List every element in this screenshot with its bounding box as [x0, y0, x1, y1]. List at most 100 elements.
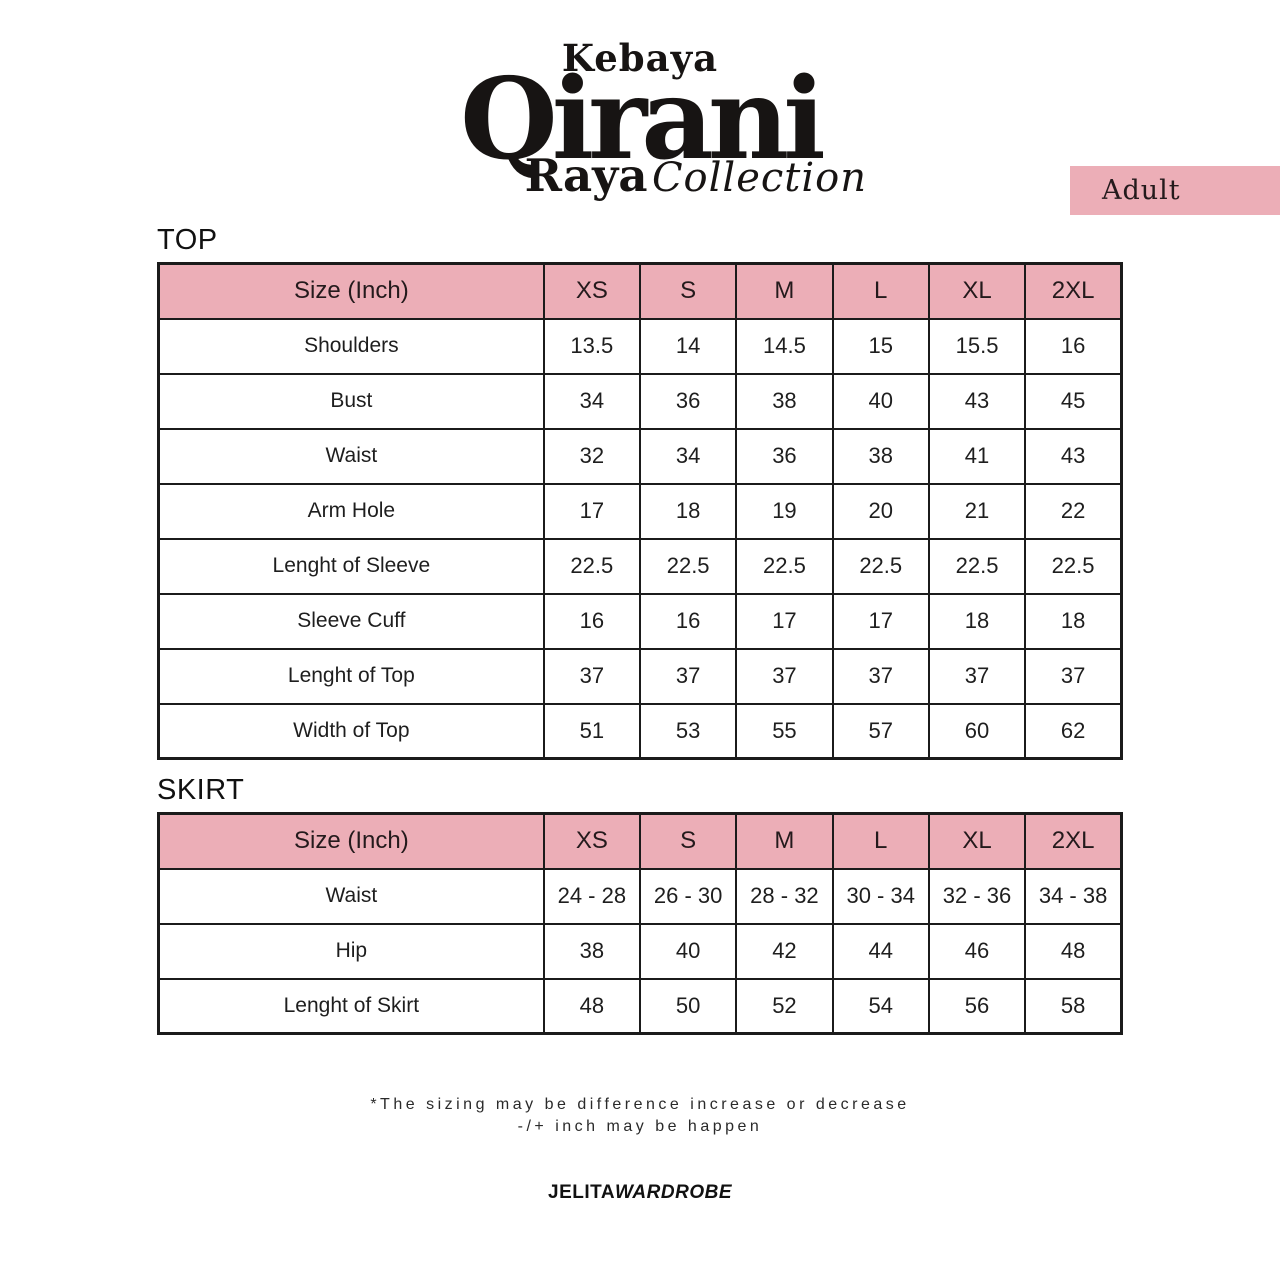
table-row: Shoulders 13.5 14 14.5 15 15.5 16 — [157, 317, 1123, 375]
brand-logo-raya: Raya — [524, 149, 648, 203]
measurement-value-cell: 37 — [927, 647, 1027, 705]
measurement-value-cell: 37 — [542, 647, 641, 705]
measurement-value-cell: 22.5 — [735, 537, 834, 595]
measurement-value-cell: 17 — [542, 482, 641, 540]
measurement-value-cell: 36 — [638, 372, 738, 430]
size-column-header-2xl: 2XL — [1024, 812, 1123, 870]
table-row: Bust 34 36 38 40 43 45 — [157, 372, 1123, 430]
measurement-label-cell: Width of Top — [157, 702, 545, 760]
measurement-value-cell: 51 — [542, 702, 641, 760]
measurement-value-cell: 14 — [638, 317, 738, 375]
sizing-footnote: *The sizing may be difference increase o… — [0, 1094, 1280, 1138]
measurement-label-cell: Lenght of Sleeve — [157, 537, 545, 595]
brand-logo: Kebaya Qirani Raya Collection — [0, 36, 1280, 199]
measurement-label-cell: Lenght of Top — [157, 647, 545, 705]
measurement-label-cell: Waist — [157, 867, 545, 925]
measurement-value-cell: 16 — [1024, 317, 1123, 375]
measurement-value-cell: 14.5 — [735, 317, 834, 375]
table-row: Width of Top 51 53 55 57 60 62 — [157, 702, 1123, 760]
measurement-value-cell: 60 — [927, 702, 1027, 760]
top-size-table: Size (Inch) XS S M L XL 2XL Shoulders 13.5 14 14.5… — [157, 262, 1123, 760]
measurement-value-cell: 22.5 — [1024, 537, 1123, 595]
footer-brand-jelita: JELITA — [548, 1182, 616, 1203]
adult-badge: Adult — [1070, 166, 1280, 215]
measurement-value-cell: 22.5 — [831, 537, 930, 595]
sizing-footnote-line2: -/+ inch may be happen — [517, 1118, 763, 1135]
measurement-value-cell: 18 — [638, 482, 738, 540]
measurement-value-cell: 15 — [831, 317, 930, 375]
size-column-header-2xl: 2XL — [1024, 262, 1123, 320]
measurement-value-cell: 45 — [1024, 372, 1123, 430]
measurement-value-cell: 22.5 — [638, 537, 738, 595]
table-row: Hip 38 40 42 44 46 48 — [157, 922, 1123, 980]
measurement-value-cell: 37 — [831, 647, 930, 705]
measurement-value-cell: 38 — [831, 427, 930, 485]
measurement-value-cell: 40 — [831, 372, 930, 430]
measurement-value-cell: 44 — [831, 922, 930, 980]
measurement-value-cell: 15.5 — [927, 317, 1027, 375]
measurement-value-cell: 28 - 32 — [735, 867, 834, 925]
measurement-label-cell: Hip — [157, 922, 545, 980]
measurement-value-cell: 22.5 — [927, 537, 1027, 595]
measurement-value-cell: 32 — [542, 427, 641, 485]
brand-logo-qirani: Qirani — [460, 54, 826, 185]
size-column-header-s: S — [638, 262, 738, 320]
measurement-value-cell: 37 — [735, 647, 834, 705]
size-column-header-s: S — [638, 812, 738, 870]
measurement-value-cell: 34 — [638, 427, 738, 485]
measurement-value-cell: 48 — [1024, 922, 1123, 980]
measurement-value-cell: 24 - 28 — [542, 867, 641, 925]
measurement-value-cell: 38 — [542, 922, 641, 980]
footer-brand-wardrobe: WARDROBE — [615, 1182, 732, 1203]
table-row: Lenght of Top 37 37 37 37 37 37 — [157, 647, 1123, 705]
size-unit-header-cell: Size (Inch) — [157, 262, 545, 320]
measurement-value-cell: 18 — [927, 592, 1027, 650]
size-column-header-l: L — [831, 812, 930, 870]
measurement-value-cell: 41 — [927, 427, 1027, 485]
measurement-value-cell: 26 - 30 — [638, 867, 738, 925]
measurement-value-cell: 21 — [927, 482, 1027, 540]
measurement-value-cell: 30 - 34 — [831, 867, 930, 925]
measurement-label-cell: Waist — [157, 427, 545, 485]
measurement-value-cell: 19 — [735, 482, 834, 540]
measurement-value-cell: 48 — [542, 977, 641, 1035]
table-row: Lenght of Skirt 48 50 52 54 56 58 — [157, 977, 1123, 1035]
measurement-value-cell: 38 — [735, 372, 834, 430]
footer-brand: JELITAWARDROBE — [0, 1182, 1280, 1204]
measurement-value-cell: 46 — [927, 922, 1027, 980]
measurement-value-cell: 16 — [542, 592, 641, 650]
table-header-row: Size (Inch) XS S M L XL 2XL — [157, 262, 1123, 320]
measurement-label-cell: Shoulders — [157, 317, 545, 375]
measurement-value-cell: 17 — [735, 592, 834, 650]
measurement-value-cell: 22 — [1024, 482, 1123, 540]
measurement-value-cell: 34 — [542, 372, 641, 430]
size-unit-header-cell: Size (Inch) — [157, 812, 545, 870]
measurement-value-cell: 34 - 38 — [1024, 867, 1123, 925]
measurement-value-cell: 55 — [735, 702, 834, 760]
measurement-label-cell: Sleeve Cuff — [157, 592, 545, 650]
measurement-value-cell: 17 — [831, 592, 930, 650]
brand-logo-collection: Collection — [651, 155, 867, 202]
brand-logo-raya-line: Raya Collection — [405, 153, 875, 198]
size-column-header-xl: XL — [927, 262, 1027, 320]
measurement-value-cell: 40 — [638, 922, 738, 980]
measurement-value-cell: 57 — [831, 702, 930, 760]
measurement-value-cell: 36 — [735, 427, 834, 485]
size-column-header-m: M — [735, 262, 834, 320]
measurement-label-cell: Arm Hole — [157, 482, 545, 540]
size-column-header-l: L — [831, 262, 930, 320]
measurement-label-cell: Lenght of Skirt — [157, 977, 545, 1035]
measurement-value-cell: 43 — [1024, 427, 1123, 485]
table-row: Lenght of Sleeve 22.5 22.5 22.5 22.5 22.5 22.5 — [157, 537, 1123, 595]
table-row: Arm Hole 17 18 19 20 21 22 — [157, 482, 1123, 540]
brand-logo-kebaya: Kebaya — [561, 36, 719, 80]
skirt-section-label: SKIRT — [157, 774, 245, 806]
measurement-value-cell: 13.5 — [542, 317, 641, 375]
skirt-size-table: Size (Inch) XS S M L XL 2XL Waist 24 - 28 26 - 30… — [157, 812, 1123, 1035]
measurement-value-cell: 43 — [927, 372, 1027, 430]
size-column-header-xs: XS — [542, 262, 641, 320]
measurement-value-cell: 54 — [831, 977, 930, 1035]
top-section-label: TOP — [157, 224, 218, 256]
measurement-value-cell: 32 - 36 — [927, 867, 1027, 925]
table-header-row: Size (Inch) XS S M L XL 2XL — [157, 812, 1123, 870]
